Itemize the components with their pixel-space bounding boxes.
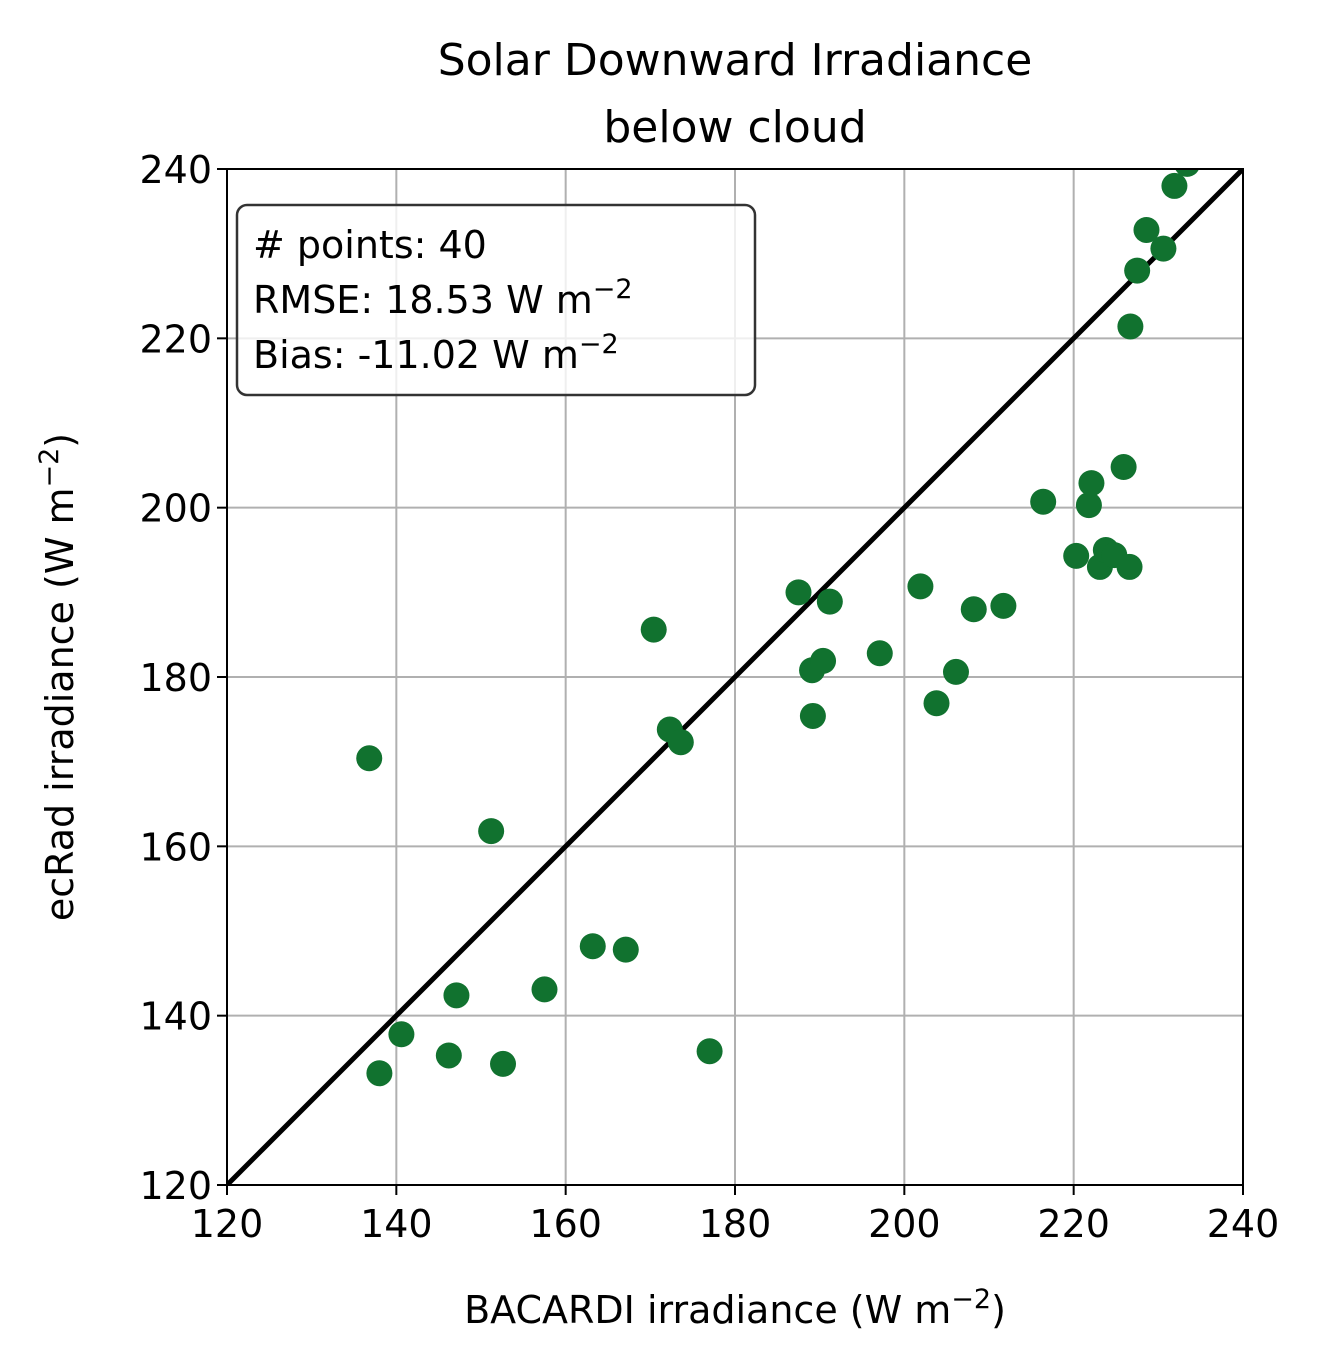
- scatter-point: [1150, 235, 1177, 262]
- reference-line-group: [227, 169, 1243, 1185]
- y-axis-label-close: ): [38, 433, 82, 448]
- scatter-point: [785, 579, 812, 606]
- stats-bias-text: Bias: -11.02 W m: [253, 333, 579, 377]
- scatter-point: [1110, 454, 1137, 481]
- y-tick-label: 200: [139, 487, 212, 531]
- scatter-point: [366, 1060, 393, 1087]
- scatter-point: [1078, 470, 1105, 497]
- stats-bias: Bias: -11.02 W m−2: [253, 329, 619, 377]
- x-axis-label-close: ): [991, 1288, 1006, 1332]
- x-tick-label: 220: [1037, 1202, 1110, 1246]
- y-axis-label-exponent: −2: [34, 448, 65, 488]
- scatter-point: [960, 596, 987, 623]
- x-axis-label-text: BACARDI irradiance (W m: [464, 1288, 951, 1332]
- y-tick-label: 180: [139, 656, 212, 700]
- y-axis-label-text: ecRad irradiance (W m: [38, 487, 82, 921]
- scatter-point: [443, 982, 470, 1009]
- x-tick-label: 140: [360, 1202, 433, 1246]
- stats-rmse-text: RMSE: 18.53 W m: [253, 278, 593, 322]
- x-tick-label: 120: [191, 1202, 264, 1246]
- scatter-point: [866, 640, 893, 667]
- stats-rmse: RMSE: 18.53 W m−2: [253, 274, 633, 322]
- scatter-point: [478, 818, 505, 845]
- scatter-point: [907, 573, 934, 600]
- x-tick-label: 180: [699, 1202, 772, 1246]
- scatter-point: [1175, 169, 1200, 177]
- y-tick-label: 160: [139, 825, 212, 869]
- scatter-point: [388, 1021, 415, 1048]
- scatter-point: [1117, 313, 1144, 340]
- scatter-point: [490, 1050, 517, 1077]
- x-axis-label-exponent: −2: [951, 1284, 991, 1315]
- scatter-point: [1133, 216, 1160, 243]
- x-axis-label: BACARDI irradiance (W m−2): [464, 1284, 1006, 1332]
- scatter-point: [1116, 553, 1143, 580]
- scatter-point: [667, 729, 694, 756]
- scatter-point: [810, 647, 837, 674]
- chart-title-line-1: Solar Downward Irradiance: [438, 35, 1033, 86]
- scatter-point: [990, 592, 1017, 619]
- scatter-point: [612, 936, 639, 963]
- scatter-point: [799, 702, 826, 729]
- scatter-point: [531, 976, 558, 1003]
- stats-bias-exponent: −2: [579, 329, 619, 360]
- scatter-point: [1030, 488, 1057, 515]
- x-axis-ticks: 120 140 160 180 200 220 240: [191, 1185, 1280, 1246]
- scatter-point: [1124, 257, 1151, 284]
- stats-box-frame: [235, 203, 757, 397]
- stats-rmse-exponent: −2: [593, 274, 633, 305]
- scatter-point: [923, 690, 950, 717]
- x-tick-label: 160: [529, 1202, 602, 1246]
- chart-title-line-2: below cloud: [603, 102, 866, 153]
- one-to-one-line: [227, 169, 1243, 1185]
- y-axis-ticks: 120 140 160 180 200 220 240: [139, 148, 227, 1208]
- scatter-point: [435, 1042, 462, 1069]
- scatter-point: [942, 658, 969, 685]
- scatter-point: [1161, 172, 1188, 199]
- stats-points: # points: 40: [253, 223, 487, 267]
- y-axis-label: ecRad irradiance (W m−2): [34, 433, 82, 921]
- y-tick-label: 140: [139, 995, 212, 1039]
- x-tick-label: 200: [868, 1202, 941, 1246]
- y-tick-label: 220: [139, 317, 212, 361]
- scatter-point: [579, 933, 606, 960]
- scatter-point: [356, 745, 383, 772]
- scatter-point: [816, 588, 843, 615]
- stats-box: # points: 40 RMSE: 18.53 W m−2 Bias: -11…: [235, 203, 757, 397]
- scatter-point: [1075, 492, 1102, 519]
- y-tick-label: 240: [139, 148, 212, 192]
- scatter-point: [1063, 542, 1090, 569]
- scatter-points: [356, 169, 1200, 1087]
- x-tick-label: 240: [1207, 1202, 1280, 1246]
- scatter-point: [640, 616, 667, 643]
- scatter-point: [696, 1038, 723, 1065]
- y-tick-label: 120: [139, 1164, 212, 1208]
